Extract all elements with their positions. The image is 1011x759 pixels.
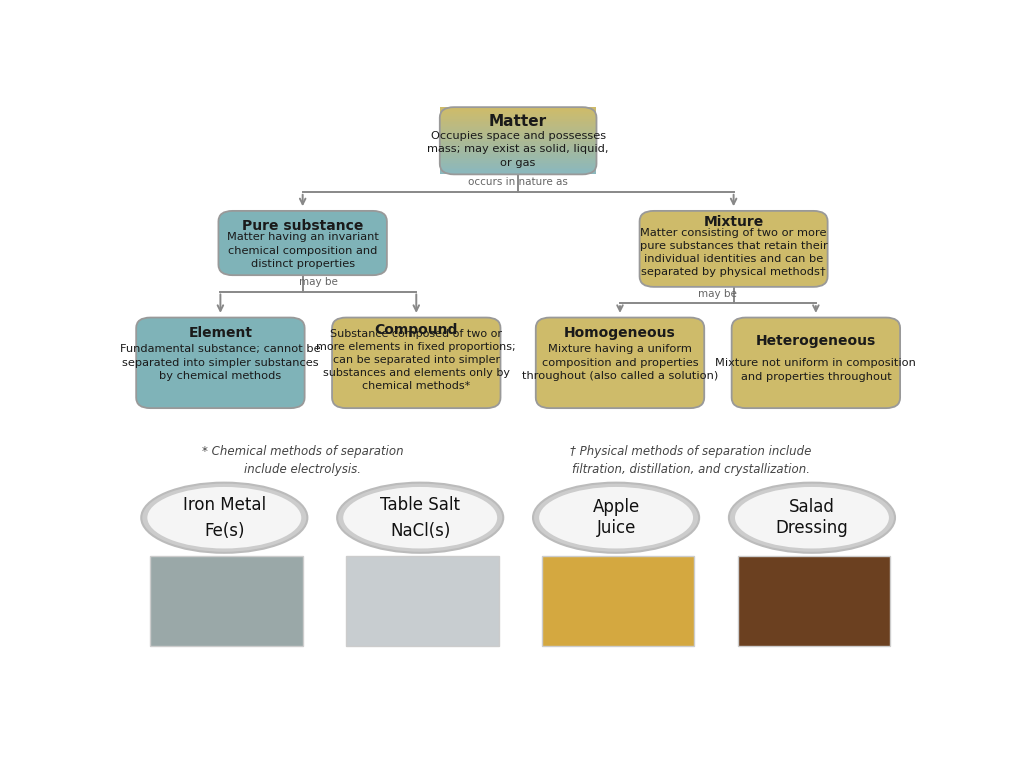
Text: Fe(s): Fe(s) [204,521,245,540]
Bar [440,162,596,164]
Bar [440,110,596,112]
Bar [440,132,596,134]
Bar [346,556,498,646]
Text: Element: Element [188,326,253,340]
Bar [440,149,596,151]
Text: Iron Metal: Iron Metal [183,496,266,514]
Bar [440,134,596,136]
Text: Compound: Compound [375,323,458,337]
Text: Fundamental substance; cannot be
separated into simpler substances
by chemical m: Fundamental substance; cannot be separat… [120,345,320,381]
FancyBboxPatch shape [332,317,500,408]
Bar [440,137,596,139]
Bar [440,113,596,115]
Bar [440,109,596,111]
Text: * Chemical methods of separation
include electrolysis.: * Chemical methods of separation include… [202,445,403,476]
Bar [440,143,596,146]
Text: Occupies space and possesses
mass; may exist as solid, liquid,
or gas: Occupies space and possesses mass; may e… [428,131,609,168]
Bar [440,138,596,140]
Text: Substance composed of two or
more elements in fixed proportions;
can be separate: Substance composed of two or more elemen… [316,329,516,391]
Bar [440,118,596,121]
Text: Heterogeneous: Heterogeneous [756,334,876,348]
Text: Matter having an invariant
chemical composition and
distinct properties: Matter having an invariant chemical comp… [226,232,378,269]
Bar [440,117,596,119]
FancyBboxPatch shape [136,317,304,408]
Text: Table Salt: Table Salt [380,496,460,514]
Bar [440,164,596,166]
Bar [737,556,891,646]
Ellipse shape [342,486,498,550]
Ellipse shape [729,483,895,553]
Bar [440,115,596,117]
Ellipse shape [142,483,307,553]
Text: Juice: Juice [596,519,636,537]
Ellipse shape [337,483,503,553]
Text: Apple: Apple [592,498,640,516]
Bar [440,172,596,175]
Text: Matter consisting of two or more
pure substances that retain their
individual id: Matter consisting of two or more pure su… [640,228,827,278]
Bar [440,165,596,168]
Bar [440,128,596,131]
Text: Homogeneous: Homogeneous [564,326,676,340]
Text: Mixture: Mixture [704,216,763,229]
FancyBboxPatch shape [218,211,387,276]
Text: Mixture having a uniform
composition and properties
throughout (also called a so: Mixture having a uniform composition and… [522,345,718,381]
Ellipse shape [734,486,891,550]
FancyBboxPatch shape [732,317,900,408]
Bar [440,112,596,114]
Bar [542,556,695,646]
Bar [440,153,596,156]
Bar [440,124,596,126]
Bar [440,135,596,137]
Bar [440,160,596,162]
Bar [440,147,596,150]
Text: Dressing: Dressing [775,519,848,537]
Bar [440,171,596,173]
Bar [440,145,596,147]
Bar [440,106,596,109]
Bar [440,168,596,171]
Bar [440,121,596,124]
Bar [440,120,596,122]
Text: † Physical methods of separation include
filtration, distillation, and crystalli: † Physical methods of separation include… [570,445,811,476]
Bar [440,152,596,154]
Text: Salad: Salad [789,498,835,516]
Ellipse shape [146,486,302,550]
Bar [440,125,596,128]
Text: Mixture not uniform in composition
and properties throughout: Mixture not uniform in composition and p… [716,358,916,382]
Text: may be: may be [299,278,338,288]
Bar [150,556,302,646]
Bar [440,156,596,158]
Ellipse shape [533,483,700,553]
Bar [440,157,596,159]
Bar [440,159,596,161]
FancyBboxPatch shape [640,211,828,287]
Text: Matter: Matter [489,115,547,130]
Text: may be: may be [699,289,737,299]
Text: Pure substance: Pure substance [242,219,363,233]
Ellipse shape [538,486,695,550]
FancyBboxPatch shape [536,317,705,408]
Bar [440,127,596,129]
Bar [440,130,596,132]
Bar [440,150,596,153]
Bar [440,140,596,143]
Bar [440,142,596,144]
Bar [440,167,596,169]
Text: occurs in nature as: occurs in nature as [468,177,568,187]
Text: NaCl(s): NaCl(s) [390,521,450,540]
